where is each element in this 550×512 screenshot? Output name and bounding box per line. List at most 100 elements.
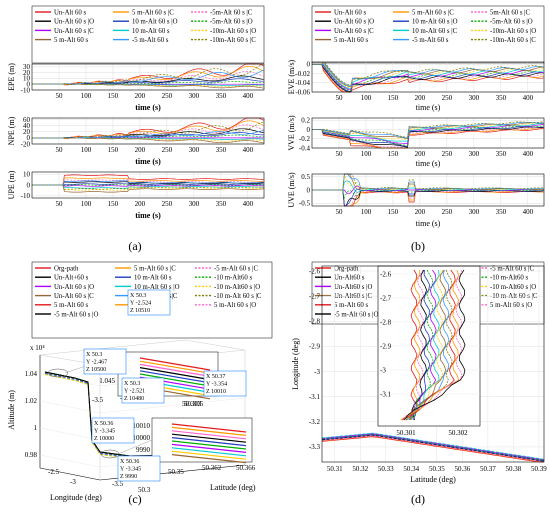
series-line [32,177,264,186]
series-line [312,126,544,148]
y-tick-label: 0 [27,181,31,189]
inset-series [139,357,211,371]
x-tick-label: 50.38 [506,465,522,473]
inset-series [412,269,431,421]
y-tick-label: -0.2 [299,135,311,143]
inset-series [171,437,247,447]
x-tick-label: 50.34 [403,465,419,473]
x-axis-label: time (s) [416,103,441,112]
path-line [321,432,545,460]
legend-entry: 5 m-Alt 60 s |O [214,302,256,309]
x-tick-label: 300 [469,94,480,102]
inset-series [139,370,211,384]
path-line [321,435,545,463]
lon-tick-label: -2.5 [48,468,60,476]
panel-c-3d-axes: 0.98 1 1.02 1.04 x 10⁴ Altitude (m) -2.5 -3 -3.5… [7,289,256,502]
(a)-subplot-2: 50 100 150 200 250 300 350 400 -10 0 10 UPE (m) [7,170,264,208]
legend-entry: Un-Alt 60 s |O [334,19,374,26]
datatip-y: Y -2.524 [130,301,151,307]
x-tick-label: 100 [361,208,372,216]
x-tick-label: 150 [108,92,119,100]
legend-entry: 5 m-Alt 60 s [54,37,89,44]
legend-entry: -10m-Alt 60 s |C [490,37,536,44]
path-line [321,433,545,461]
x-tick-label: 150 [108,146,119,154]
y-tick-label: 0 [307,126,311,134]
y-axis-label: UPE (m) [7,170,16,199]
series-line [312,173,544,191]
x-tick-label: 50 [55,92,63,100]
legend-entry: 10 m-Alt 60 s |O [134,284,180,291]
datatip-box [83,348,127,375]
series-line [312,126,544,148]
inset-series [171,447,247,457]
x-tick-label: 200 [135,146,146,154]
inset-series [171,433,247,443]
legend-entry: 5 m-Alt 60 s |C [412,9,454,16]
inset-series [403,269,466,421]
x-axis-line [39,467,101,481]
inset-series [407,269,444,421]
x-tick-label: 50 [335,150,343,158]
legend-entry: -10 m-Alt 60 s |C [490,293,538,300]
x-axis-label: time (s) [135,211,161,220]
lon-tick-label: -3 [70,478,76,486]
legend-entry: Org-path [334,265,359,272]
x-tick-label: 50 [335,208,343,216]
datatip-x: X 50.3 [130,293,146,299]
x-tick-label: 400 [243,92,254,100]
y-tick-label: -10 [21,86,31,94]
inset-y-tick: -2.7 [380,295,392,303]
legend-entry: -10 m-Alt60 s |O [214,284,260,291]
x-axis-label: time (s) [416,219,441,228]
legend-entry: -10 m-Alt60 s [214,275,252,282]
inset-series [410,269,421,421]
series-line [312,173,544,191]
inset-x-tick: 50.366 [236,464,256,472]
datatip-y: Y -2.467 [86,360,107,366]
lat-tick-label: 50.3 [138,486,151,494]
x-tick-label: 50 [335,94,343,102]
y-tick-label: -2.8 [309,318,321,326]
y-tick-label: -3 [314,368,320,376]
path-line [321,436,545,463]
series-line [32,69,264,85]
x-tick-label: 400 [523,208,534,216]
y-tick-label: 40 [23,122,31,130]
series-line [32,184,264,187]
grid-line [39,373,101,387]
path-line [321,433,545,461]
y-axis-label: UVE (m/s) [287,172,296,208]
datatip-z: Z 10010 [206,389,226,395]
y-tick-label: -3.2 [309,418,321,426]
x-tick-label: 100 [81,200,92,208]
x-tick-label: 150 [388,150,399,158]
legend-entry: 10 m-Alt 60 s [132,28,170,35]
y-tick-label: -2.9 [309,343,321,351]
grid-line [39,427,101,441]
panel-d-axes: 50.31 50.32 50.33 50.34 50.35 50.36 50.37 50.38… [291,265,547,484]
legend-entry: -5 m-Alt 60 s |C [214,265,258,272]
series-line [312,173,544,191]
y-tick-label: 0 [307,186,311,194]
x-tick-label: 200 [415,94,426,102]
inset-series [139,360,211,374]
path-line [321,434,545,462]
legend-b: Un-Alt 60 s 5 m-Alt 60 s |C 5m-Alt 60 s |C… [311,5,545,64]
legend-entry: -10m-Alt 60 s |C [210,37,256,44]
y-axis-label: EPE (m) [7,63,16,91]
legend-entry: -5m-Alt 60 s |C [210,9,253,16]
axes-frame [321,265,545,463]
inset-series [171,426,247,436]
legend-entry: -10m-Alt 60 s |O [490,28,536,35]
x-tick-label: 100 [81,146,92,154]
axes-frame [311,117,545,149]
y-axis-label: NPE (m) [7,116,16,145]
legend-box [311,5,545,64]
lat-tick-label: 50.35 [168,468,184,476]
series-line [312,61,544,88]
axes-frame [311,61,545,93]
